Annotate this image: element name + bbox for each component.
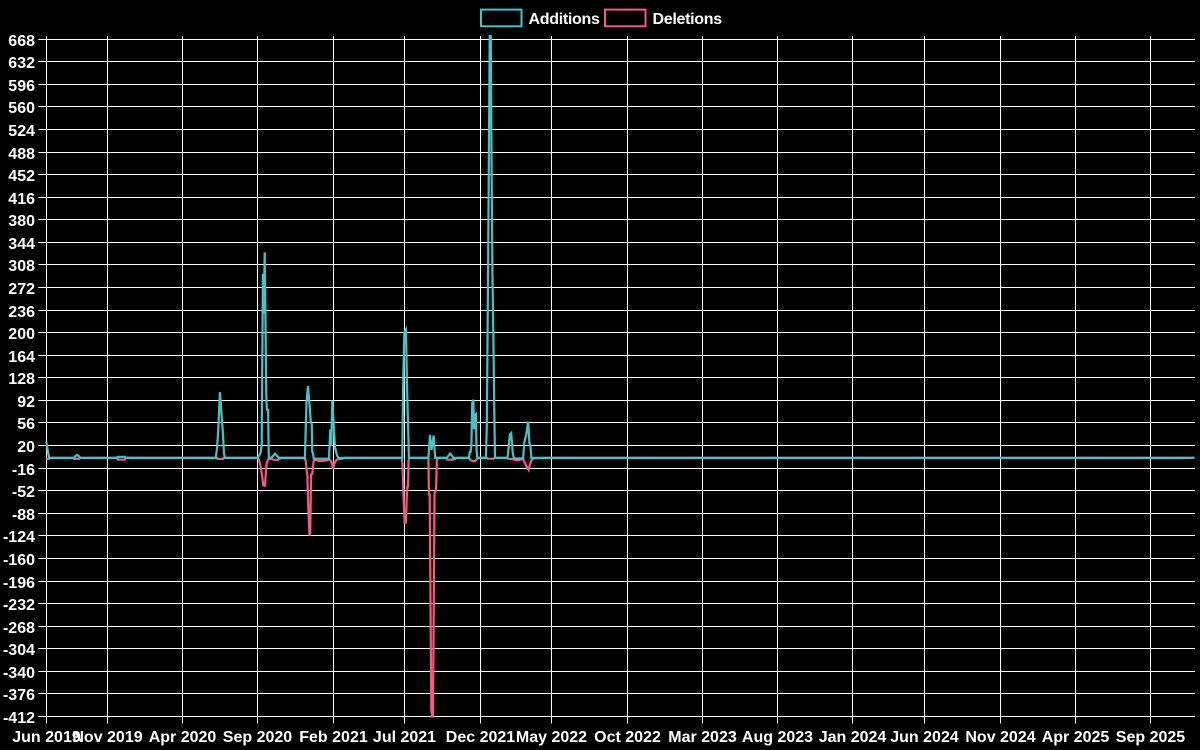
- svg-text:-124: -124: [3, 529, 35, 546]
- svg-text:344: 344: [8, 236, 35, 253]
- svg-text:488: 488: [8, 146, 35, 163]
- svg-text:272: 272: [8, 281, 35, 298]
- svg-text:164: 164: [8, 349, 35, 366]
- svg-text:-16: -16: [12, 462, 35, 479]
- svg-text:236: 236: [8, 304, 35, 321]
- svg-text:128: 128: [8, 371, 35, 388]
- svg-text:Jun 2019: Jun 2019: [12, 729, 81, 746]
- svg-text:Sep 2025: Sep 2025: [1116, 729, 1185, 746]
- svg-text:56: 56: [17, 416, 35, 433]
- svg-text:452: 452: [8, 168, 35, 185]
- svg-text:-304: -304: [3, 642, 35, 659]
- svg-text:Additions: Additions: [529, 11, 600, 28]
- svg-text:668: 668: [8, 33, 35, 50]
- svg-text:560: 560: [8, 100, 35, 117]
- svg-text:-268: -268: [3, 620, 35, 637]
- svg-text:-52: -52: [12, 484, 35, 501]
- svg-text:May 2022: May 2022: [516, 729, 587, 746]
- svg-text:-232: -232: [3, 597, 35, 614]
- svg-text:Jan 2024: Jan 2024: [819, 729, 887, 746]
- svg-text:380: 380: [8, 213, 35, 230]
- svg-text:-412: -412: [3, 710, 35, 727]
- svg-text:308: 308: [8, 258, 35, 275]
- svg-text:Aug 2023: Aug 2023: [742, 729, 813, 746]
- svg-text:20: 20: [17, 439, 35, 456]
- svg-text:Feb 2021: Feb 2021: [299, 729, 368, 746]
- svg-text:524: 524: [8, 123, 35, 140]
- svg-text:632: 632: [8, 55, 35, 72]
- svg-text:Oct 2022: Oct 2022: [594, 729, 661, 746]
- svg-text:-340: -340: [3, 665, 35, 682]
- svg-text:-88: -88: [12, 507, 35, 524]
- svg-text:Jul 2021: Jul 2021: [373, 729, 436, 746]
- svg-text:416: 416: [8, 191, 35, 208]
- svg-text:Nov 2019: Nov 2019: [72, 729, 142, 746]
- svg-text:-160: -160: [3, 552, 35, 569]
- svg-text:Mar 2023: Mar 2023: [668, 729, 737, 746]
- svg-text:Dec 2021: Dec 2021: [446, 729, 515, 746]
- svg-text:Nov 2024: Nov 2024: [965, 729, 1035, 746]
- svg-text:Jun 2024: Jun 2024: [890, 729, 959, 746]
- svg-text:Sep 2020: Sep 2020: [223, 729, 292, 746]
- svg-text:-376: -376: [3, 687, 35, 704]
- svg-text:Apr 2025: Apr 2025: [1042, 729, 1110, 746]
- svg-text:-196: -196: [3, 575, 35, 592]
- svg-text:92: 92: [17, 394, 35, 411]
- svg-text:Deletions: Deletions: [653, 11, 723, 28]
- svg-text:596: 596: [8, 78, 35, 95]
- svg-text:Apr 2020: Apr 2020: [149, 729, 217, 746]
- svg-text:200: 200: [8, 326, 35, 343]
